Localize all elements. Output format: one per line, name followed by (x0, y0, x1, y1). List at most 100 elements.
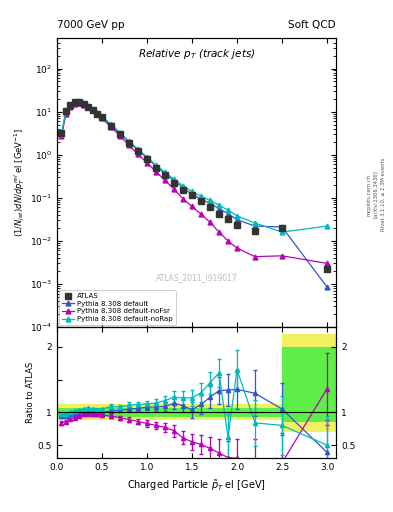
Pythia 8.308 default (91, 106, 95, 113)
ATLAS (181, 186, 185, 193)
Pythia 8.308 default-noFsr (108, 124, 113, 130)
Pythia 8.308 default-noRap (145, 154, 149, 160)
Pythia 8.308 default-noRap (280, 229, 285, 235)
Text: ATLAS_2011_I919017: ATLAS_2011_I919017 (156, 273, 237, 283)
Pythia 8.308 default-noRap (136, 146, 140, 152)
Pythia 8.308 default-noFsr (86, 104, 91, 110)
ATLAS (77, 99, 82, 105)
Pythia 8.308 default-noFsr (145, 160, 149, 166)
Pythia 8.308 default (59, 131, 64, 137)
Pythia 8.308 default (108, 122, 113, 129)
Pythia 8.308 default (77, 99, 82, 105)
ATLAS (154, 164, 158, 170)
Y-axis label: $(1/N_{jet})dN/dp^{rel}_T$ el [GeV$^{-1}$]: $(1/N_{jet})dN/dp^{rel}_T$ el [GeV$^{-1}… (13, 128, 27, 237)
ATLAS (73, 99, 77, 105)
Pythia 8.308 default-noFsr (181, 196, 185, 202)
Pythia 8.308 default (198, 196, 203, 202)
ATLAS (190, 192, 195, 198)
Pythia 8.308 default-noRap (226, 207, 230, 213)
Pythia 8.308 default-noFsr (154, 169, 158, 175)
Text: 7000 GeV pp: 7000 GeV pp (57, 20, 125, 30)
Pythia 8.308 default (217, 205, 221, 211)
Pythia 8.308 default (73, 100, 77, 106)
ATLAS (163, 173, 167, 179)
Pythia 8.308 default (68, 102, 73, 109)
Pythia 8.308 default-noFsr (100, 115, 105, 121)
ATLAS (118, 131, 122, 137)
Text: mcplots.cern.ch: mcplots.cern.ch (366, 174, 371, 216)
ATLAS (64, 108, 68, 114)
Line: Pythia 8.308 default-noFsr: Pythia 8.308 default-noFsr (59, 101, 329, 266)
Pythia 8.308 default-noFsr (91, 108, 95, 114)
Pythia 8.308 default-noRap (172, 176, 176, 182)
Pythia 8.308 default (82, 101, 86, 107)
Pythia 8.308 default-noFsr (77, 100, 82, 106)
ATLAS (198, 198, 203, 204)
Pythia 8.308 default (172, 178, 176, 184)
Pythia 8.308 default (253, 223, 257, 229)
Pythia 8.308 default (280, 224, 285, 230)
Pythia 8.308 default-noFsr (172, 186, 176, 193)
Pythia 8.308 default-noFsr (325, 260, 329, 266)
ATLAS (208, 204, 212, 210)
Pythia 8.308 default (163, 170, 167, 177)
Pythia 8.308 default-noRap (118, 130, 122, 136)
Pythia 8.308 default (64, 109, 68, 115)
Pythia 8.308 default-noRap (108, 121, 113, 127)
ATLAS (82, 101, 86, 107)
Pythia 8.308 default-noRap (208, 197, 212, 203)
Pythia 8.308 default (154, 163, 158, 169)
ATLAS (226, 216, 230, 222)
ATLAS (100, 114, 105, 120)
ATLAS (253, 228, 257, 234)
Pythia 8.308 default (95, 111, 100, 117)
Pythia 8.308 default-noFsr (198, 211, 203, 217)
Pythia 8.308 default-noFsr (95, 111, 100, 117)
Pythia 8.308 default-noFsr (280, 253, 285, 259)
Line: Pythia 8.308 default-noRap: Pythia 8.308 default-noRap (59, 99, 329, 234)
Pythia 8.308 default-noRap (253, 220, 257, 226)
Pythia 8.308 default-noFsr (118, 133, 122, 139)
Pythia 8.308 default-noRap (59, 131, 64, 137)
Pythia 8.308 default-noRap (73, 99, 77, 105)
ATLAS (136, 148, 140, 154)
Pythia 8.308 default (325, 284, 329, 290)
Text: Rivet 3.1.10, ≥ 2.3M events: Rivet 3.1.10, ≥ 2.3M events (381, 158, 386, 231)
ATLAS (108, 123, 113, 129)
Pythia 8.308 default-noFsr (217, 229, 221, 235)
Pythia 8.308 default-noRap (127, 138, 131, 144)
Pythia 8.308 default-noFsr (73, 101, 77, 107)
Pythia 8.308 default-noFsr (208, 219, 212, 225)
Pythia 8.308 default-noFsr (82, 101, 86, 108)
Pythia 8.308 default-noFsr (226, 238, 230, 244)
Pythia 8.308 default-noRap (91, 106, 95, 112)
Line: Pythia 8.308 default: Pythia 8.308 default (59, 100, 329, 289)
Pythia 8.308 default-noFsr (253, 253, 257, 260)
ATLAS (127, 140, 131, 146)
Pythia 8.308 default-noRap (154, 162, 158, 168)
ATLAS (172, 180, 176, 186)
Pythia 8.308 default-noFsr (163, 177, 167, 183)
ATLAS (95, 111, 100, 117)
Pythia 8.308 default-noRap (190, 188, 195, 195)
ATLAS (86, 103, 91, 110)
ATLAS (91, 106, 95, 113)
ATLAS (145, 156, 149, 162)
Pythia 8.308 default (127, 139, 131, 145)
Text: Relative $p_T$ (track jets): Relative $p_T$ (track jets) (138, 47, 255, 61)
ATLAS (68, 101, 73, 108)
ATLAS (59, 130, 64, 136)
Pythia 8.308 default (190, 191, 195, 198)
Pythia 8.308 default-noRap (198, 193, 203, 199)
ATLAS (217, 211, 221, 217)
Legend: ATLAS, Pythia 8.308 default, Pythia 8.308 default-noFsr, Pythia 8.308 default-no: ATLAS, Pythia 8.308 default, Pythia 8.30… (59, 290, 176, 325)
Pythia 8.308 default-noFsr (127, 142, 131, 148)
Text: [arXiv:1306.3436]: [arXiv:1306.3436] (373, 170, 378, 219)
Pythia 8.308 default-noFsr (235, 245, 239, 251)
Pythia 8.308 default-noRap (325, 223, 329, 229)
Pythia 8.308 default-noFsr (190, 203, 195, 209)
Pythia 8.308 default-noRap (82, 100, 86, 106)
Pythia 8.308 default (118, 131, 122, 137)
Pythia 8.308 default-noFsr (136, 151, 140, 157)
Y-axis label: Ratio to ATLAS: Ratio to ATLAS (26, 362, 35, 423)
